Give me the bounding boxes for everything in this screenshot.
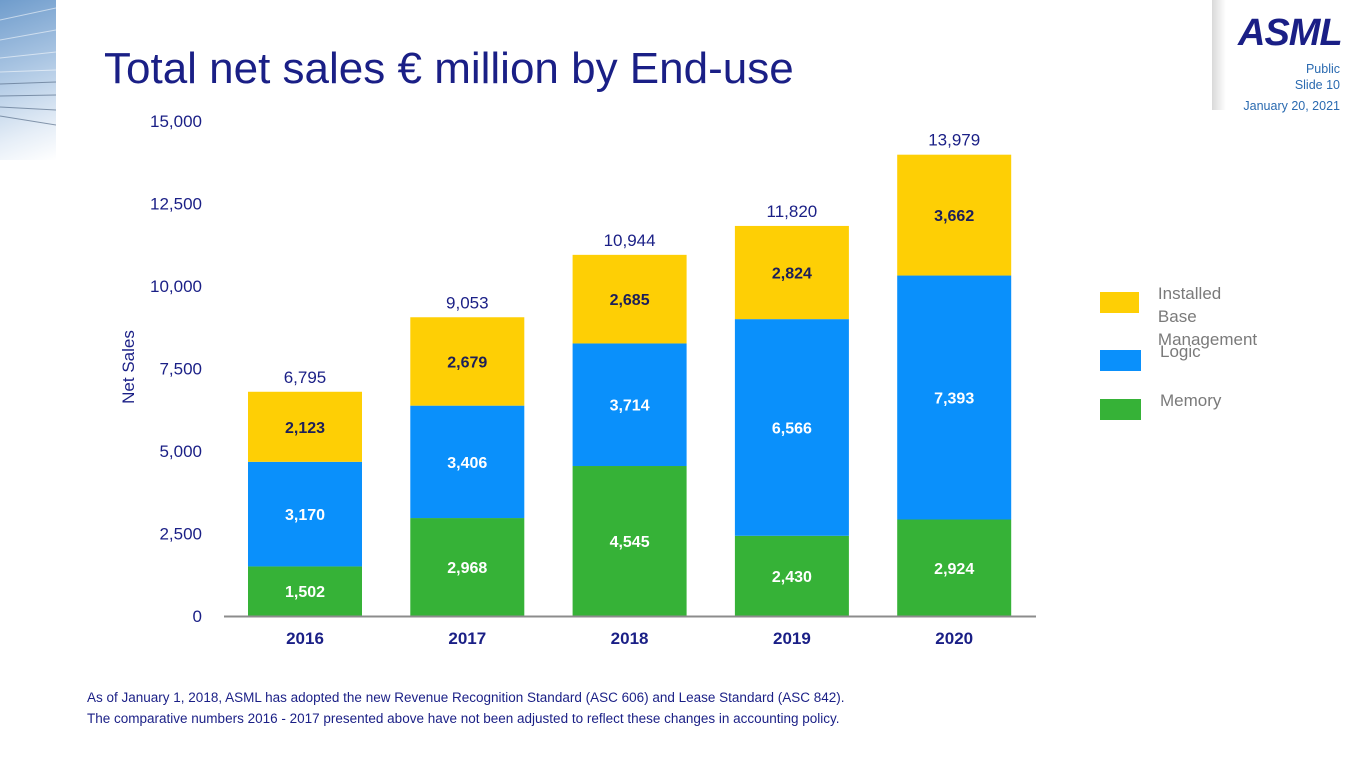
segment-value-label: 2,123 — [285, 420, 325, 437]
segment-value-label: 3,662 — [934, 208, 974, 225]
segment-value-label: 3,170 — [285, 507, 325, 524]
legend-label: Logic — [1160, 342, 1201, 361]
legend-label: Memory — [1160, 391, 1222, 410]
y-tick-label: 15,000 — [150, 112, 202, 131]
segment-value-label: 2,685 — [610, 292, 650, 309]
segment-value-label: 6,566 — [772, 420, 812, 437]
footnote: As of January 1, 2018, ASML has adopted … — [87, 687, 844, 729]
footnote-line: The comparative numbers 2016 - 2017 pres… — [87, 711, 840, 726]
corner-decoration — [0, 0, 56, 160]
segment-value-label: 2,968 — [447, 560, 487, 577]
x-tick-label: 2016 — [286, 629, 324, 648]
y-tick-label: 12,500 — [150, 195, 202, 214]
bar-segment-logic — [248, 461, 362, 567]
light-lines-graphic — [0, 7, 56, 126]
segment-value-label: 2,824 — [772, 266, 812, 283]
segment-value-label: 4,545 — [610, 534, 650, 551]
bar-segment-installed-base-management — [897, 154, 1012, 276]
bar-segment-logic — [897, 275, 1012, 520]
segment-value-label: 2,924 — [934, 561, 974, 578]
y-tick-label: 10,000 — [150, 277, 202, 296]
legend-item-logic: Logic — [1100, 340, 1201, 371]
bar-segment-logic — [410, 405, 525, 519]
total-value-label: 9,053 — [446, 293, 489, 312]
bar-segment-installed-base-management — [410, 317, 525, 406]
legend-swatch-installed-base — [1100, 292, 1139, 313]
segment-value-label: 2,430 — [772, 569, 812, 586]
segment-value-label: 1,502 — [285, 584, 325, 601]
x-tick-label: 2017 — [448, 629, 486, 648]
x-tick-label: 2018 — [611, 629, 649, 648]
slide-title: Total net sales € million by End-use — [104, 44, 794, 93]
legend-item-installed-base: Installed Base Management — [1100, 282, 1259, 351]
classification-label: Public — [1305, 62, 1340, 76]
bar-group-2016: 1,502 3,170 2,123 6,795 — [248, 368, 362, 616]
legend-label: Installed Base Management — [1157, 284, 1258, 349]
total-value-label: 6,795 — [284, 368, 327, 387]
x-axis-ticks: 2016 2017 2018 2019 2020 — [286, 629, 973, 648]
bar-group-2019: 2,430 6,566 2,824 11,820 — [734, 202, 849, 616]
bar-segment-memory — [248, 566, 362, 616]
bar-segment-installed-base-management — [248, 391, 362, 462]
y-tick-label: 2,500 — [159, 525, 202, 544]
bar-segment-memory — [410, 518, 525, 616]
bar-segment-memory — [897, 519, 1012, 616]
legend-item-memory: Memory — [1100, 389, 1221, 420]
bar-segment-logic — [572, 343, 687, 467]
x-tick-label: 2020 — [935, 629, 973, 648]
segment-value-label: 2,679 — [447, 354, 487, 371]
bars: 1,502 3,170 2,123 6,795 2,968 3,406 2,679 9,053… — [248, 131, 1012, 616]
bar-group-2020: 2,924 7,393 3,662 13,979 — [897, 131, 1012, 616]
slide-number: Slide 10 — [1294, 78, 1340, 92]
total-value-label: 13,979 — [928, 131, 980, 150]
total-value-label: 11,820 — [767, 202, 818, 221]
y-tick-label: 7,500 — [159, 360, 202, 379]
bar-segment-installed-base-management — [734, 225, 849, 320]
segment-value-label: 3,714 — [610, 398, 650, 415]
slide-date: January 20, 2021 — [1243, 99, 1340, 113]
bar-segment-memory — [572, 466, 687, 616]
bar-segment-installed-base-management — [572, 254, 687, 344]
y-tick-label: 5,000 — [159, 442, 202, 461]
bar-segment-memory — [734, 535, 849, 616]
legend-swatch-memory — [1100, 399, 1141, 420]
y-axis-ticks: 0 2,500 5,000 7,500 10,000 12,500 15,000 — [150, 112, 202, 626]
header-shadow — [1212, 0, 1226, 110]
y-tick-label: 0 — [193, 607, 202, 626]
segment-value-label: 3,406 — [447, 455, 487, 472]
x-tick-label: 2019 — [773, 629, 811, 648]
bar-group-2018: 4,545 3,714 2,685 10,944 — [572, 231, 687, 616]
bar-segment-logic — [734, 319, 849, 536]
asml-logo: ASML — [1238, 12, 1343, 54]
legend-swatch-logic — [1100, 350, 1141, 371]
total-value-label: 10,944 — [604, 231, 656, 250]
bar-group-2017: 2,968 3,406 2,679 9,053 — [410, 293, 525, 616]
y-axis-label: Net Sales — [119, 330, 138, 404]
footnote-line: As of January 1, 2018, ASML has adopted … — [87, 690, 845, 705]
segment-value-label: 7,393 — [934, 391, 974, 408]
